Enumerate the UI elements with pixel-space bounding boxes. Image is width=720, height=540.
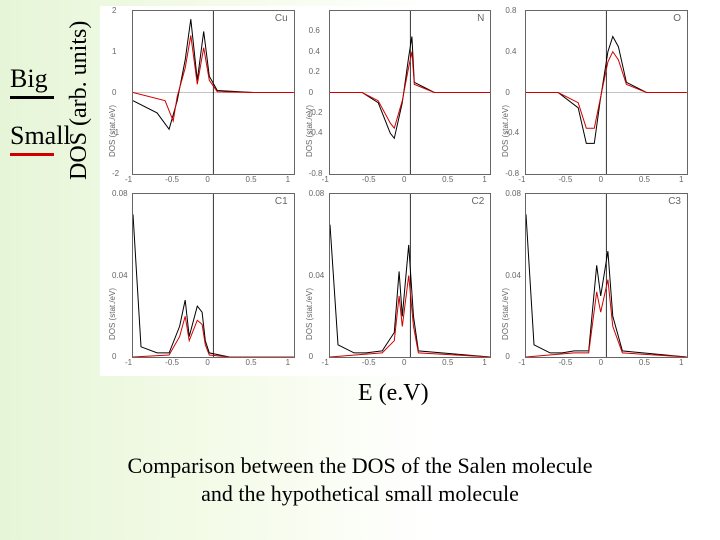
xtick: -0.5 (165, 175, 179, 184)
xtick: 0 (599, 358, 603, 367)
xtick: 1 (286, 175, 290, 184)
ytick: -0.8 (309, 169, 323, 178)
ytick: 0.8 (505, 6, 516, 15)
legend-line-small (10, 153, 54, 156)
ytick: 0 (112, 352, 116, 361)
panel-y-sublabel: DOS (stat./eV) (108, 288, 117, 340)
legend-label-small: Small (10, 121, 71, 151)
legend: Big Small (10, 64, 71, 178)
xtick: -1 (518, 358, 525, 367)
ytick: -1 (112, 128, 119, 137)
xtick: 1 (482, 175, 486, 184)
xtick: 0.5 (639, 175, 650, 184)
panel-c2: C2 (329, 193, 492, 358)
ytick: 0 (309, 352, 313, 361)
ytick: 0.4 (505, 47, 516, 56)
xtick: -1 (125, 175, 132, 184)
xtick: 0 (402, 358, 406, 367)
xtick: -0.5 (362, 358, 376, 367)
xtick: 1 (679, 358, 683, 367)
legend-item-small: Small (10, 121, 71, 156)
xtick: -1 (322, 175, 329, 184)
legend-item-big: Big (10, 64, 71, 99)
axis-y-label: DOS (arb. units) (66, 21, 93, 180)
caption-line1: Comparison between the DOS of the Salen … (128, 453, 593, 478)
legend-line-big (10, 96, 54, 99)
ytick: -0.4 (505, 128, 519, 137)
ytick: 0.2 (309, 67, 320, 76)
ytick: -0.8 (505, 169, 519, 178)
panel-curves (133, 194, 294, 357)
panel-n: N (329, 10, 492, 175)
xtick: 0.5 (246, 175, 257, 184)
ytick: 0.04 (505, 271, 521, 280)
ytick: 0 (505, 88, 509, 97)
xtick: 0.5 (639, 358, 650, 367)
ytick: 0 (505, 352, 509, 361)
caption-line2: and the hypothetical small molecule (201, 481, 519, 506)
ytick: -2 (112, 169, 119, 178)
xtick: 0.5 (442, 358, 453, 367)
xtick: 0 (205, 358, 209, 367)
panel-cu: Cu (132, 10, 295, 175)
xtick: -1 (125, 358, 132, 367)
ytick: -0.2 (309, 108, 323, 117)
legend-label-big: Big (10, 64, 71, 94)
panel-o: O (525, 10, 688, 175)
ytick: 1 (112, 47, 116, 56)
xtick: 0.5 (442, 175, 453, 184)
xtick: 1 (482, 358, 486, 367)
ytick: 0.04 (309, 271, 325, 280)
panel-curves (330, 194, 491, 357)
panel-y-sublabel: DOS (stat./eV) (501, 288, 510, 340)
xtick: 1 (286, 358, 290, 367)
ytick: 0.08 (112, 189, 128, 198)
panel-curves (133, 11, 294, 174)
xtick: 0 (599, 175, 603, 184)
ytick: 0.08 (505, 189, 521, 198)
plot-grid: Cu DOS (stat./eV) -1 -0.5 0 0.5 1 -2 -1 0 1 2 N DOS (… (100, 6, 690, 376)
xtick: -0.5 (362, 175, 376, 184)
xtick: -0.5 (165, 358, 179, 367)
xtick: 1 (679, 175, 683, 184)
panel-c1: C1 (132, 193, 295, 358)
ytick: 2 (112, 6, 116, 15)
xtick: 0.5 (246, 358, 257, 367)
panel-curves (526, 194, 687, 357)
ytick: 0.6 (309, 26, 320, 35)
xtick: -0.5 (559, 358, 573, 367)
ytick: 0 (112, 88, 116, 97)
ytick: 0.04 (112, 271, 128, 280)
ytick: 0.08 (309, 189, 325, 198)
panel-curves (526, 11, 687, 174)
xtick: -0.5 (559, 175, 573, 184)
panel-c3: C3 (525, 193, 688, 358)
panel-curves (330, 11, 491, 174)
xtick: -1 (322, 358, 329, 367)
ytick: -0.4 (309, 128, 323, 137)
ytick: 0.4 (309, 47, 320, 56)
ytick: 0 (309, 88, 313, 97)
caption: Comparison between the DOS of the Salen … (60, 452, 660, 507)
xtick: 0 (402, 175, 406, 184)
xtick: -1 (518, 175, 525, 184)
axis-x-label: E (e.V) (358, 380, 429, 407)
panel-y-sublabel: DOS (stat./eV) (305, 288, 314, 340)
xtick: 0 (205, 175, 209, 184)
